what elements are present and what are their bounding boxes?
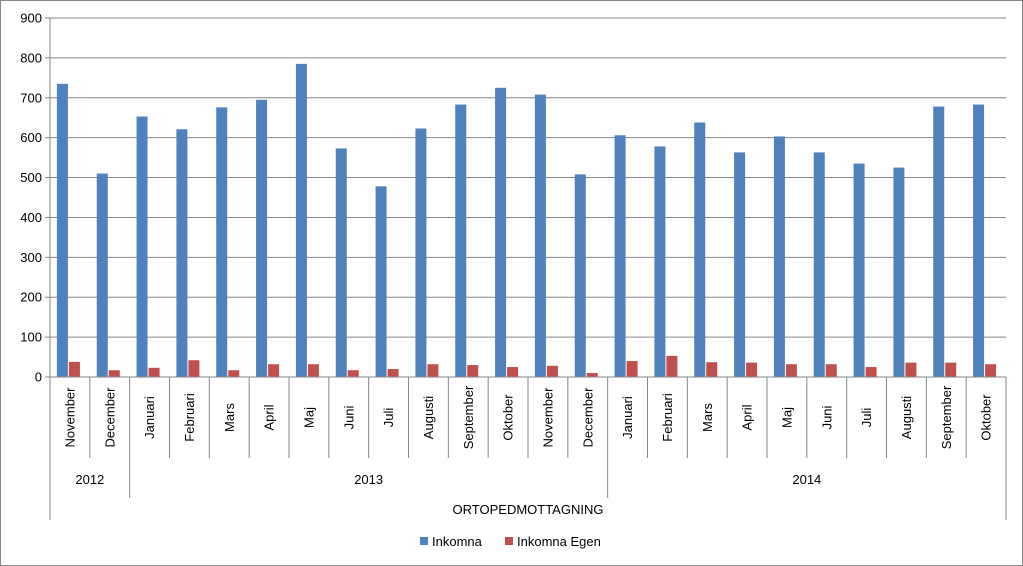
year-label: 2013	[354, 472, 383, 487]
x-tick-label: Maj	[779, 407, 794, 428]
bar-inkomna-egen	[507, 367, 519, 377]
bar-inkomna-egen	[68, 361, 80, 377]
y-tick-label: 200	[20, 290, 42, 305]
x-tick-label: Mars	[222, 403, 237, 432]
y-tick-label: 400	[20, 210, 42, 225]
x-axis-group-label: ORTOPEDMOTTAGNING	[453, 502, 604, 517]
bar-inkomna-egen	[148, 367, 160, 377]
y-tick-label: 600	[20, 130, 42, 145]
x-tick-label: Januari	[620, 396, 635, 439]
bar-inkomna	[534, 94, 546, 377]
bar-inkomna	[574, 174, 586, 377]
x-tick-label: December	[102, 387, 117, 448]
bar-inkomna-egen	[546, 365, 558, 377]
x-tick-label: November	[62, 387, 77, 448]
bar-inkomna-egen	[427, 364, 439, 377]
year-label: 2012	[75, 472, 104, 487]
legend-label-inkomna-egen: Inkomna Egen	[517, 534, 601, 549]
bar-inkomna	[335, 148, 347, 377]
bar-inkomna-egen	[785, 364, 797, 377]
y-tick-label: 700	[20, 90, 42, 105]
legend-label-inkomna: Inkomna	[432, 534, 483, 549]
x-tick-label: Februari	[660, 393, 675, 442]
legend-swatch-inkomna	[420, 537, 428, 545]
x-tick-label: April	[262, 404, 277, 430]
gridlines	[50, 17, 1006, 338]
legend-swatch-inkomna-egen	[505, 537, 513, 545]
bar-inkomna-egen	[905, 362, 917, 377]
x-tick-label: Oktober	[501, 394, 516, 441]
y-tick-label: 0	[35, 370, 42, 385]
x-tick-label: Januari	[142, 396, 157, 439]
bars	[56, 63, 997, 378]
bar-inkomna-egen	[307, 364, 319, 377]
x-tick-label: Juni	[341, 405, 356, 429]
bar-inkomna	[813, 152, 825, 377]
bar-inkomna	[96, 173, 108, 377]
bar-inkomna	[256, 99, 268, 378]
x-tick-label: April	[740, 404, 755, 430]
y-tick-label: 300	[20, 250, 42, 265]
x-tick-label: Augusti	[899, 396, 914, 439]
bar-inkomna	[295, 63, 307, 377]
x-tick-label: Juli	[859, 408, 874, 428]
bar-inkomna	[455, 104, 467, 377]
bar-inkomna	[176, 129, 188, 377]
x-tick-label: Maj	[301, 407, 316, 428]
x-tick-label: Augusti	[421, 396, 436, 439]
x-tick-label: Oktober	[979, 394, 994, 441]
x-tick-label: November	[540, 387, 555, 448]
bar-inkomna-egen	[228, 370, 240, 377]
bar-inkomna-egen	[347, 370, 359, 377]
bar-inkomna-egen	[387, 369, 399, 377]
bar-inkomna	[773, 136, 785, 377]
bar-inkomna-egen	[945, 362, 957, 377]
bar-inkomna-egen	[746, 362, 758, 377]
bar-inkomna	[933, 106, 945, 377]
year-label: 2014	[792, 472, 821, 487]
bar-inkomna-egen	[626, 361, 638, 377]
bar-inkomna-egen	[865, 367, 877, 377]
bar-inkomna	[614, 135, 626, 377]
y-tick-label: 900	[20, 11, 42, 26]
bar-inkomna-egen	[825, 364, 837, 377]
bar-inkomna	[973, 104, 985, 377]
x-tick-label: Mars	[700, 403, 715, 432]
bar-inkomna	[734, 152, 746, 377]
bar-inkomna	[136, 116, 148, 377]
x-axis: November December Januari Februari Mars April…	[49, 376, 1007, 520]
bar-inkomna-egen	[985, 364, 997, 377]
y-tick-label: 800	[20, 50, 42, 65]
bar-inkomna-egen	[108, 370, 120, 377]
y-tick-label: 500	[20, 170, 42, 185]
x-tick-label: Juli	[381, 408, 396, 428]
bar-inkomna-egen	[268, 364, 280, 377]
bar-inkomna	[654, 146, 666, 377]
bar-inkomna	[893, 167, 905, 377]
bar-inkomna	[495, 87, 507, 378]
bar-inkomna	[56, 83, 68, 378]
bar-inkomna-egen	[586, 373, 598, 377]
bar-inkomna-egen	[706, 362, 718, 377]
bar-inkomna	[216, 107, 228, 378]
bar-inkomna-egen	[467, 365, 479, 377]
y-tick-label: 100	[20, 330, 42, 345]
bar-inkomna	[415, 128, 427, 377]
legend: Inkomna Inkomna Egen	[420, 534, 601, 549]
x-tick-label: September	[939, 385, 954, 449]
x-tick-label: December	[580, 387, 595, 448]
bar-inkomna	[375, 186, 387, 377]
bar-inkomna-egen	[666, 355, 678, 377]
x-tick-label: September	[461, 385, 476, 449]
bar-inkomna-egen	[188, 360, 200, 377]
y-axis: 0 100 200 300 400 500 600 700 800 900	[20, 11, 51, 385]
x-tick-label: Februari	[182, 393, 197, 442]
bar-inkomna	[694, 122, 706, 378]
bar-inkomna	[853, 163, 865, 377]
x-tick-label: Juni	[819, 405, 834, 429]
